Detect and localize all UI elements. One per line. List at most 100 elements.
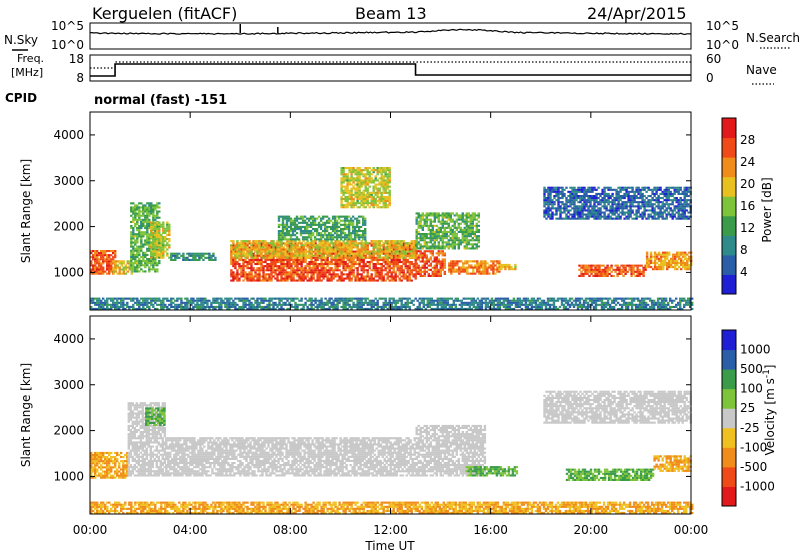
power-cell bbox=[461, 214, 464, 217]
power-cell bbox=[305, 228, 309, 231]
power-cell bbox=[290, 254, 293, 257]
power-cell bbox=[498, 260, 501, 263]
power-cell bbox=[404, 252, 407, 255]
power-cell bbox=[350, 269, 353, 272]
power-cell bbox=[635, 197, 638, 200]
power-cell bbox=[482, 260, 485, 263]
power-cell bbox=[400, 240, 403, 243]
power-cell bbox=[473, 235, 476, 238]
power-cell bbox=[122, 270, 125, 273]
power-cell bbox=[321, 215, 325, 218]
power-cell bbox=[232, 271, 235, 274]
power-cell bbox=[569, 190, 572, 193]
power-cell bbox=[443, 254, 446, 257]
power-cell bbox=[494, 268, 497, 271]
power-cell bbox=[647, 215, 650, 218]
power-cell bbox=[128, 260, 131, 263]
power-cell bbox=[331, 238, 335, 241]
power-cell bbox=[272, 271, 275, 274]
power-cell bbox=[296, 263, 299, 266]
power-cell bbox=[597, 209, 600, 212]
power-cell bbox=[376, 171, 379, 174]
power-cell bbox=[238, 277, 241, 280]
power-cell bbox=[270, 279, 273, 282]
power-cell bbox=[330, 263, 333, 266]
power-cell bbox=[382, 171, 385, 174]
power-cell bbox=[441, 247, 444, 250]
power-cell bbox=[384, 179, 387, 182]
beam-title: Beam 13 bbox=[355, 4, 427, 23]
power-cell bbox=[467, 220, 470, 223]
power-cell bbox=[94, 272, 97, 275]
power-cell bbox=[386, 200, 389, 203]
power-cell bbox=[277, 238, 281, 241]
power-cell bbox=[543, 205, 546, 208]
power-cell bbox=[465, 245, 468, 248]
power-cell bbox=[609, 188, 612, 191]
power-cell bbox=[346, 244, 349, 247]
power-cell bbox=[114, 264, 117, 267]
power-cell bbox=[349, 236, 353, 239]
power-cell bbox=[130, 272, 133, 275]
power-cell bbox=[140, 239, 143, 242]
power-cell bbox=[152, 262, 155, 265]
power-cell bbox=[651, 188, 654, 191]
power-cell bbox=[447, 212, 450, 215]
power-cell bbox=[318, 256, 321, 259]
power-cell bbox=[158, 206, 161, 209]
power-cell bbox=[597, 197, 600, 200]
power-cell bbox=[256, 263, 259, 266]
power-cell bbox=[415, 239, 418, 242]
power-cell bbox=[146, 220, 149, 223]
power-cell bbox=[156, 214, 159, 217]
power-cell bbox=[104, 250, 107, 253]
power-cell bbox=[508, 268, 511, 271]
power-cell bbox=[108, 250, 111, 253]
power-cell bbox=[132, 258, 135, 261]
power-cell bbox=[158, 249, 161, 252]
power-cell bbox=[294, 242, 297, 245]
freq-trace bbox=[90, 63, 691, 77]
power-cell bbox=[335, 215, 339, 218]
power-cell bbox=[120, 260, 123, 263]
power-cell bbox=[345, 215, 349, 218]
power-cell bbox=[425, 270, 428, 273]
power-cell bbox=[657, 197, 660, 200]
power-cell bbox=[471, 220, 474, 223]
power-cell bbox=[629, 207, 632, 210]
power-cell bbox=[348, 252, 351, 255]
power-cell bbox=[306, 275, 309, 278]
power-cell bbox=[316, 252, 319, 255]
power-cell bbox=[285, 232, 289, 235]
power-cell bbox=[348, 183, 351, 186]
power-cell bbox=[633, 192, 636, 195]
power-cell bbox=[376, 248, 379, 251]
power-cell bbox=[441, 239, 444, 242]
power-cell bbox=[126, 260, 129, 263]
power-cell bbox=[289, 230, 293, 233]
power-cell bbox=[549, 199, 552, 202]
power-cell bbox=[372, 167, 375, 170]
power-cell bbox=[204, 252, 207, 255]
power-cell bbox=[283, 215, 287, 218]
power-cell bbox=[100, 250, 103, 253]
power-cell bbox=[366, 261, 369, 264]
power-cell bbox=[619, 205, 622, 208]
power-cell bbox=[260, 258, 263, 261]
power-cell bbox=[336, 261, 339, 264]
power-cell bbox=[154, 214, 157, 217]
power-cell bbox=[148, 222, 151, 225]
power-cell bbox=[643, 209, 646, 212]
power-cell bbox=[382, 181, 385, 184]
power-cell bbox=[404, 277, 407, 280]
power-cell bbox=[589, 203, 592, 206]
power-cell bbox=[419, 256, 422, 259]
power-cell bbox=[427, 245, 430, 248]
power-cell bbox=[284, 271, 287, 274]
power-cell bbox=[506, 263, 509, 266]
power-cell bbox=[256, 240, 259, 243]
power-cell bbox=[295, 215, 299, 218]
power-cell bbox=[368, 279, 371, 282]
power-cell bbox=[136, 270, 139, 273]
power-cell bbox=[585, 190, 588, 193]
